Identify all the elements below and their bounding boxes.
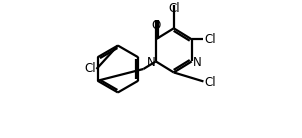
Text: N: N bbox=[146, 56, 155, 69]
Text: Cl: Cl bbox=[168, 2, 180, 15]
Text: N: N bbox=[192, 56, 201, 69]
Text: O: O bbox=[151, 19, 160, 32]
Text: Cl: Cl bbox=[84, 63, 96, 75]
Text: Cl: Cl bbox=[205, 33, 217, 46]
Text: Cl: Cl bbox=[205, 76, 217, 89]
